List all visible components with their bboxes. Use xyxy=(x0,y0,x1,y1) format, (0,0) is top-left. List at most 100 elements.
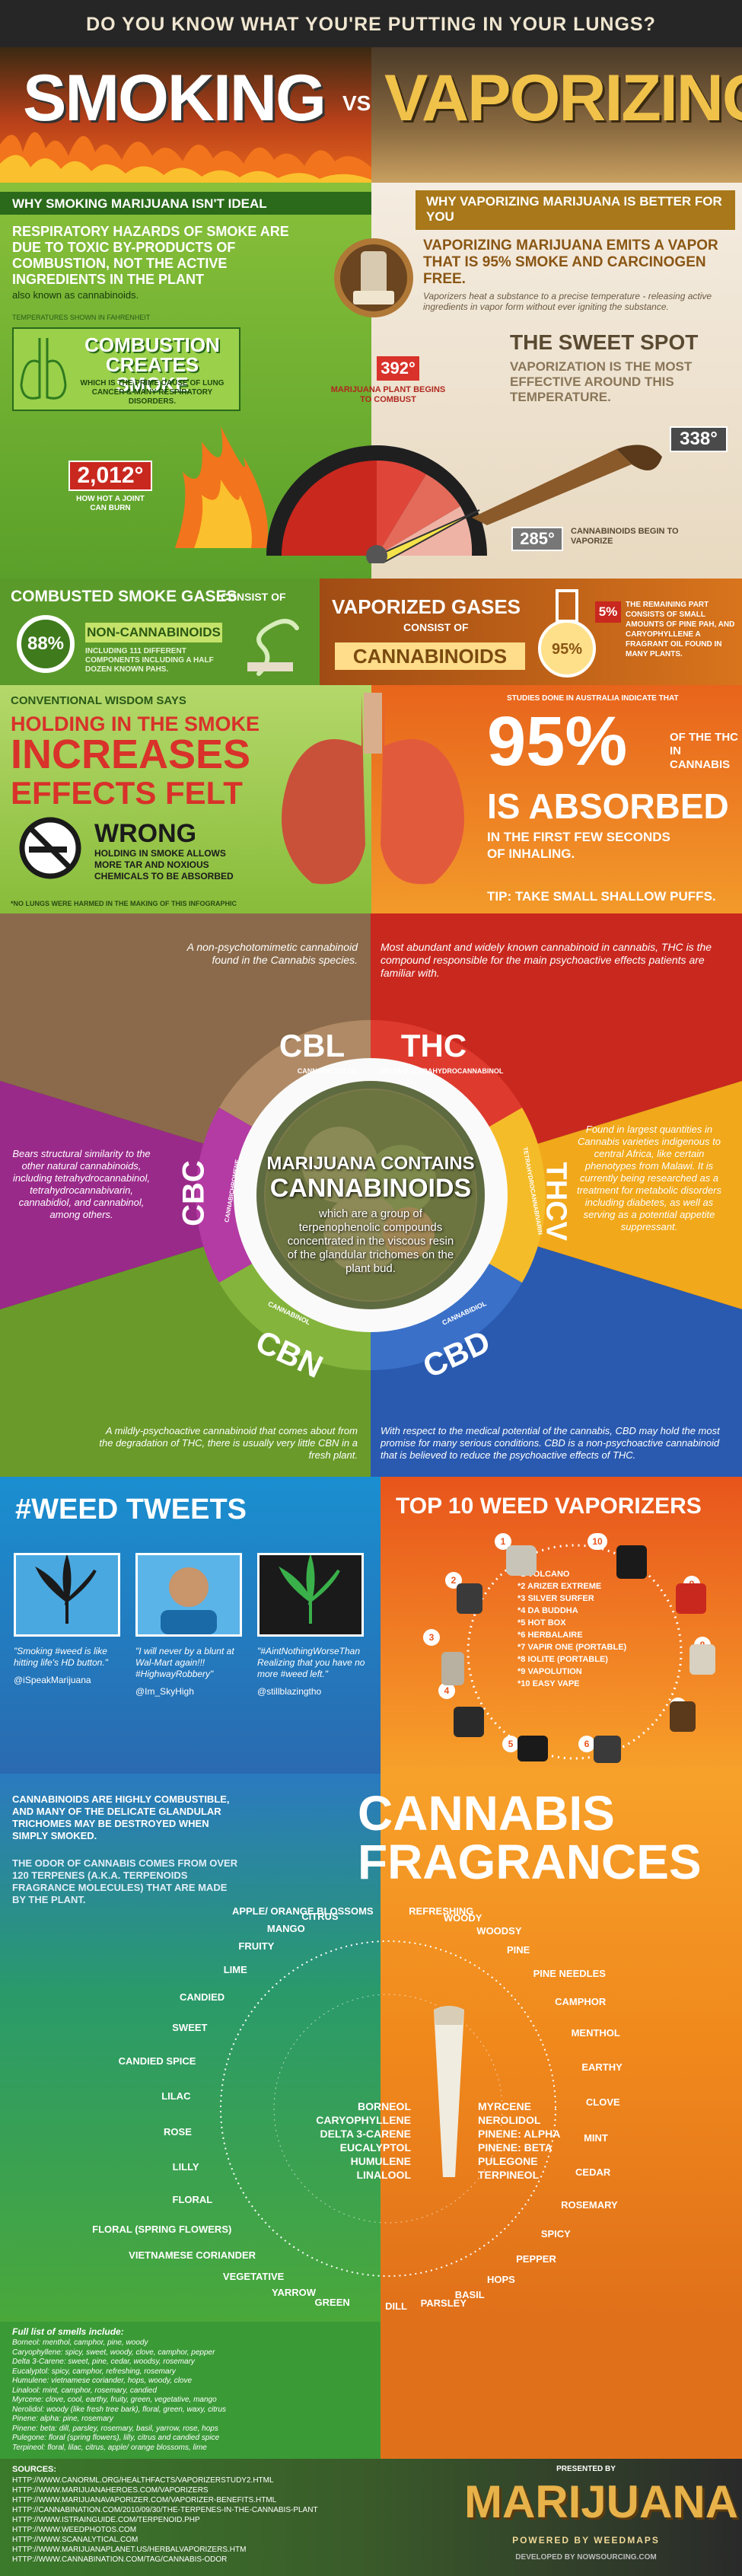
brand-logo[interactable]: MARIJUANA xyxy=(464,2476,738,2527)
combust-label: MARIJUANA PLANT BEGINS TO COMBUST xyxy=(330,385,446,404)
smoking-banner-text: WHY SMOKING MARIJUANA ISN'T IDEAL xyxy=(12,196,267,211)
vapor-emits-sub: Vaporizers heat a substance to a precise… xyxy=(423,291,712,312)
tweet-card-3: "#AintNothingWorseThan Realizing that yo… xyxy=(257,1553,371,1697)
vaporizing-title: VAPORIZING xyxy=(384,62,742,135)
vaporizer-badge-3: 3 xyxy=(423,1629,440,1646)
tip-label: TIP: TAKE SMALL SHALLOW PUFFS. xyxy=(487,889,716,904)
fragrance-label: REFRESHING xyxy=(409,1905,474,1918)
tweet-card-1: "Smoking #weed is like hitting life's HD… xyxy=(14,1553,120,1685)
sources-title: SOURCES: xyxy=(12,2465,57,2474)
vaporizer-badge-6: 6 xyxy=(578,1736,595,1752)
fragrance-ring xyxy=(220,1940,556,2277)
temperature-gauge xyxy=(266,445,487,563)
smell-item: Delta 3-Carene: sweet, pine, cedar, wood… xyxy=(12,2358,195,2366)
fragrance-label: WOODY xyxy=(443,1912,482,1924)
smoking-hazard-sub: also known as cannabinoids. xyxy=(12,289,139,301)
fragrance-label: MENTHOL xyxy=(571,2027,620,2039)
fragrance-label: PARSLEY xyxy=(420,2297,467,2310)
vapor-pct: 95% xyxy=(551,641,583,658)
combustion-sub: WHICH IS THE PRIME CAUSE OF LUNG CANCER … xyxy=(80,379,225,406)
footer-section: SOURCES: HTTP://WWW.CANORML.ORG/HEALTHFA… xyxy=(0,2459,742,2576)
vaporizer-badge-1: 1 xyxy=(495,1533,511,1550)
joint-temp: 2,012° xyxy=(77,463,144,488)
vaporizer-item: *6 HERBALAIRE xyxy=(517,1631,583,1640)
cbn-desc: A mildly-psychoactive cannabinoid that c… xyxy=(99,1425,358,1461)
terpene-name: PULEGONE xyxy=(478,2155,538,2167)
combust-temp: 392° xyxy=(381,359,416,378)
no-smoking-icon xyxy=(19,817,81,879)
cbl-full: CANNABICYCLOL xyxy=(297,1067,358,1075)
source-link[interactable]: HTTP://WWW.WEEDPHOTOS.COM xyxy=(12,2526,137,2534)
source-link[interactable]: HTTP://WWW.MARIJUANAPLANET.US/HERBALVAPO… xyxy=(12,2546,247,2554)
vaporizer-item: *4 DA BUDDHA xyxy=(517,1606,578,1615)
lungs-illustration xyxy=(282,693,464,885)
tweet-handle-3[interactable]: @stillblazingtho xyxy=(257,1686,322,1697)
terpene-name: TERPINEOL xyxy=(478,2169,540,2181)
source-link[interactable]: HTTP://WWW.SCANALYTICAL.COM xyxy=(12,2536,139,2544)
cannabis-bud-illustration xyxy=(266,1090,476,1300)
source-link[interactable]: HTTP://WWW.CANORML.ORG/HEALTHFACTS/VAPOR… xyxy=(12,2476,274,2485)
vaporizer-badge-5: 5 xyxy=(502,1736,519,1752)
tweet-avatar-2 xyxy=(135,1553,242,1637)
fragrance-label: GREEN xyxy=(314,2297,350,2309)
wisdom-line2: INCREASES xyxy=(11,732,251,777)
fragrance-intro: CANNABINOIDS ARE HIGHLY COMBUSTIBLE, AND… xyxy=(12,1793,230,1841)
fragrance-label: LILAC xyxy=(161,2090,191,2103)
fragrance-label: HOPS xyxy=(487,2274,515,2286)
source-link[interactable]: HTTP://WWW.MARIJUANAVAPORIZER.COM/VAPORI… xyxy=(12,2496,277,2504)
fragrance-label: LIME xyxy=(223,1963,247,1975)
fragrance-label: CAMPHOR xyxy=(555,1996,607,2008)
thcv-desc: Found in largest quantities in Cannabis … xyxy=(576,1124,722,1232)
fragrance-title1: CANNABIS xyxy=(358,1786,615,1841)
fragrance-ring-labels: REFRESHING WOODY WOODSY PINE PINE NEEDLES CAM… xyxy=(0,1774,742,2322)
fragrance-label: PEPPER xyxy=(516,2253,556,2265)
terpene-name: MYRCENE xyxy=(478,2100,532,2112)
vaporizer-badge-2: 2 xyxy=(445,1572,462,1589)
smoking-hazard: RESPIRATORY HAZARDS OF SMOKE ARE DUE TO … xyxy=(12,224,289,287)
fragrance-label: DILL xyxy=(385,2300,407,2312)
center-sub: which are a group of terpenophenolic com… xyxy=(287,1207,454,1275)
tweet-handle-2[interactable]: @Im_SkyHigh xyxy=(135,1686,194,1697)
center-title1: MARIJUANA CONTAINS xyxy=(266,1153,475,1174)
study-label: STUDIES DONE IN AUSTRALIA INDICATE THAT xyxy=(507,694,679,703)
sweet-spot-title: THE SWEET SPOT xyxy=(510,330,699,354)
tweet-avatar-1 xyxy=(14,1553,120,1637)
fragrance-label: WOODSY xyxy=(476,1925,522,1937)
tweet-avatar-3 xyxy=(257,1553,364,1637)
vaporizer-ring xyxy=(467,1544,683,1760)
vapor-what-badge: CANNABINOIDS xyxy=(335,642,525,670)
vaporizer-item: *3 SILVER SURFER xyxy=(517,1594,594,1603)
person-avatar-icon xyxy=(161,1567,217,1634)
source-link[interactable]: HTTP://WWW.MARIJUANAHEROES.COM/VAPORIZER… xyxy=(12,2486,209,2495)
terpenes-right: MYRCENE NEROLIDOL PINENE: ALPHA PINENE: … xyxy=(478,2099,592,2182)
terpene-name: PINENE: BETA xyxy=(478,2141,553,2154)
fragrance-odor: THE ODOR OF CANNABIS COMES FROM OVER 120… xyxy=(12,1857,238,1905)
thc-name: THC xyxy=(400,1028,467,1063)
thc-desc: Most abundant and widely known cannabino… xyxy=(381,941,712,979)
source-link[interactable]: HTTP://WWW.CANNABINATION.COM/TAG/CANNABI… xyxy=(12,2555,228,2564)
cbc-desc: Bears structural similarity to the other… xyxy=(12,1148,151,1220)
fragrance-label: EARTHY xyxy=(581,2061,623,2073)
gases-section: COMBUSTED SMOKE GASES CONSIST OF 88% NON… xyxy=(0,579,742,685)
wisdom-line1: HOLDING IN THE SMOKE xyxy=(11,713,260,735)
center-title2: CANNABINOIDS xyxy=(269,1174,472,1203)
source-link[interactable]: HTTP://WWW.ISTRAINGUIDE.COM/TERPENOID.PH… xyxy=(12,2516,200,2524)
terpenes-left: BORNEOL CARYOPHYLLENE DELTA 3-CARENE EUC… xyxy=(297,2099,411,2182)
vapor-pipe-illustration xyxy=(472,445,662,525)
tweet-handle-1[interactable]: @iSpeakMarijuana xyxy=(14,1675,91,1685)
vapor-emits: VAPORIZING MARIJUANA EMITS A VAPOR THAT … xyxy=(423,238,718,287)
fragrance-title2: FRAGRANCES xyxy=(358,1835,702,1889)
terpene-name: NEROLIDOL xyxy=(478,2114,541,2126)
vaporizer-badge-4: 4 xyxy=(438,1682,455,1699)
joint-illustration xyxy=(434,2006,464,2177)
green-leaf-icon xyxy=(279,1553,340,1624)
smoke-detail: INCLUDING 111 DIFFERENT COMPONENTS INCLU… xyxy=(85,647,214,674)
source-link[interactable]: HTTP://CANNABINATION.COM/2010/09/30/THE-… xyxy=(12,2506,318,2514)
fragrance-label: PINE xyxy=(506,1943,530,1956)
smoke-wisp-icon xyxy=(247,619,299,676)
sources-list: HTTP://WWW.CANORML.ORG/HEALTHFACTS/VAPOR… xyxy=(12,2476,408,2565)
vaporizer-item: *5 HOT BOX xyxy=(517,1618,566,1628)
vaporizer-device-icon xyxy=(334,238,413,317)
smoke-what-badge: NON-CANNABINOIDS xyxy=(85,623,222,642)
vaporizer-item: *8 IOLITE (PORTABLE) xyxy=(517,1655,608,1664)
